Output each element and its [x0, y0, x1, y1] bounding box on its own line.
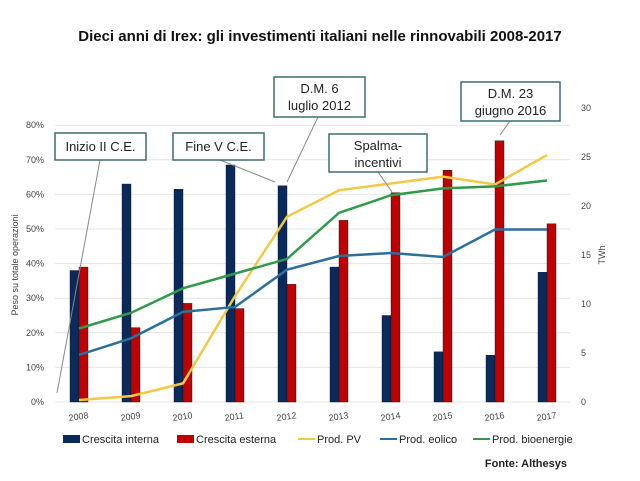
bar-crescita-esterna	[494, 140, 505, 403]
y-right-tick-label: 20	[581, 201, 591, 211]
annotation-pointer	[286, 116, 319, 183]
y-right-tick-label: 10	[581, 299, 591, 309]
annotation-text: Inizio II C.E.	[65, 139, 135, 154]
bar-crescita-esterna	[130, 327, 141, 403]
annotation-pointer	[377, 171, 393, 193]
legend-label: Crescita esterna	[196, 434, 277, 446]
y-tick-label: 10%	[26, 362, 44, 372]
x-tick-label: 2015	[432, 410, 453, 423]
y-tick-label: 20%	[26, 328, 44, 338]
bar-crescita-esterna	[182, 303, 193, 403]
bar-crescita-esterna	[442, 169, 453, 403]
line-prod-pv	[78, 153, 548, 402]
x-tick-label: 2011	[224, 410, 245, 423]
y-right-tick-label: 5	[581, 348, 586, 358]
x-tick-label: 2008	[68, 410, 89, 423]
bar-crescita-esterna	[78, 266, 89, 403]
y-right-axis-label: TWh	[597, 246, 607, 265]
annotation-text: D.M. 6	[300, 81, 338, 96]
legend-label: Prod. bioenergie	[492, 434, 573, 446]
legend-label: Prod. PV	[317, 434, 362, 446]
annotation-text: giugno 2016	[475, 103, 547, 118]
x-tick-label: 2009	[120, 410, 141, 423]
source-label: Fonte: Althesys	[485, 458, 567, 470]
annotation-box	[172, 132, 265, 161]
y-tick-label: 80%	[26, 120, 44, 130]
annotation-pointer	[499, 120, 511, 136]
bar-crescita-interna	[69, 270, 80, 403]
annotation-pointer	[56, 159, 101, 394]
bar-crescita-interna	[121, 183, 132, 403]
x-tick-label: 2017	[536, 410, 557, 423]
legend-label: Crescita interna	[82, 434, 160, 446]
annotation-box	[54, 132, 147, 161]
annotation-pointer	[219, 159, 276, 183]
x-tick-label: 2012	[276, 410, 297, 423]
bar-crescita-interna	[485, 355, 496, 403]
legend-label: Prod. eolico	[399, 434, 457, 446]
x-tick-label: 2014	[380, 410, 401, 423]
y-right-tick-label: 0	[581, 397, 586, 407]
bar-crescita-interna	[225, 164, 236, 403]
annotation-text: luglio 2012	[288, 98, 351, 113]
bar-crescita-interna	[381, 315, 392, 403]
annotation-box	[460, 81, 561, 122]
bar-crescita-interna	[433, 351, 444, 403]
bar-crescita-interna	[173, 189, 184, 403]
bar-crescita-esterna	[234, 308, 245, 403]
x-tick-label: 2010	[172, 410, 193, 423]
bar-crescita-esterna	[390, 192, 401, 403]
line-prod-eolico	[78, 228, 547, 357]
y-tick-label: 70%	[26, 155, 44, 165]
bar-crescita-interna	[537, 272, 548, 403]
annotation-text: Spalma-	[354, 138, 402, 153]
y-tick-label: 50%	[26, 224, 44, 234]
y-axis-label: Peso su totale operazioni	[10, 214, 20, 315]
x-tick-label: 2016	[484, 410, 505, 423]
bar-crescita-esterna	[546, 223, 557, 403]
bar-crescita-esterna	[286, 284, 297, 403]
y-tick-label: 40%	[26, 259, 44, 269]
line-prod-bioenergie	[78, 179, 548, 330]
annotation-box	[273, 76, 366, 118]
y-tick-label: 30%	[26, 293, 44, 303]
bar-crescita-interna	[329, 266, 340, 403]
x-tick-label: 2013	[328, 410, 349, 423]
y-right-tick-label: 30	[581, 103, 591, 113]
y-right-tick-label: 25	[581, 152, 591, 162]
annotation-text: Fine V C.E.	[185, 139, 251, 154]
bar-crescita-esterna	[338, 220, 349, 403]
y-tick-label: 60%	[26, 189, 44, 199]
annotation-text: D.M. 23	[488, 86, 534, 101]
chart-title: Dieci anni di Irex: gli investimenti ita…	[78, 28, 562, 45]
legend-swatch	[177, 435, 194, 443]
legend-swatch	[63, 435, 80, 443]
y-right-tick-label: 15	[581, 250, 591, 260]
y-tick-label: 0%	[31, 397, 44, 407]
annotation-text: incentivi	[355, 155, 402, 170]
annotation-box	[328, 133, 428, 173]
